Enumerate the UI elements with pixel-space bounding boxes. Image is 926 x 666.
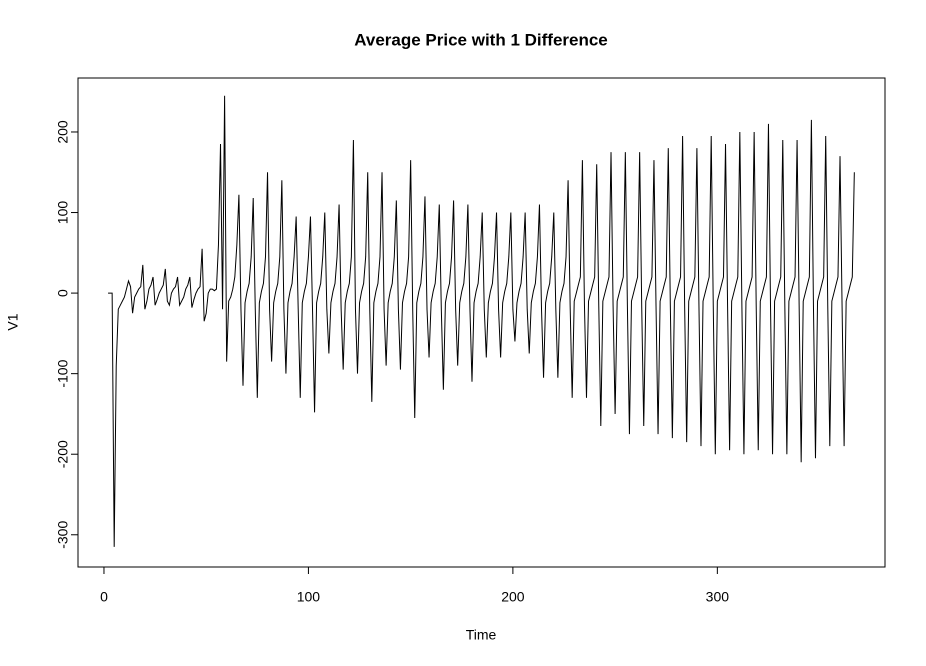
data-line — [108, 95, 855, 547]
y-tick-label: -100 — [55, 359, 71, 387]
y-tick-label: 0 — [55, 289, 71, 297]
chart-title: Average Price with 1 Difference — [354, 30, 608, 49]
x-tick-label: 0 — [100, 589, 108, 605]
x-tick-label: 300 — [706, 589, 730, 605]
y-tick-label: 100 — [55, 201, 71, 225]
y-axis-label: V1 — [5, 313, 21, 330]
x-tick-label: 200 — [501, 589, 525, 605]
y-tick-label: 200 — [55, 120, 71, 144]
y-tick-label: -200 — [55, 440, 71, 468]
y-tick-label: -300 — [55, 521, 71, 549]
x-axis-label: Time — [466, 627, 497, 643]
x-tick-label: 100 — [297, 589, 321, 605]
